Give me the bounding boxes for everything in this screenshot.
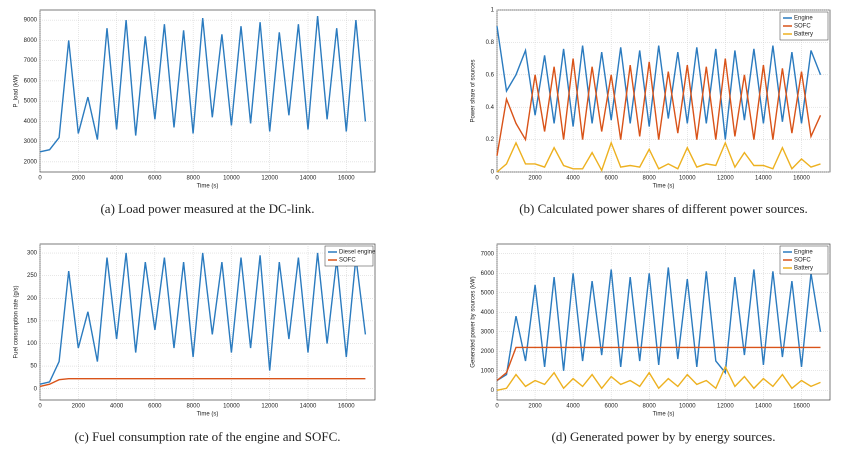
y-tick-label: 3000 [481,329,495,335]
legend-box [324,245,374,267]
legend-label: Battery [794,266,813,272]
y-tick-label: 2000 [481,349,495,355]
series-line [496,26,822,140]
x-tick-label: 16000 [338,404,355,410]
legend-label: Engine [794,250,813,256]
y-tick-label: 0.6 [486,72,495,78]
x-tick-label: 12000 [261,404,278,410]
x-axis-label: Time (s) [653,184,675,190]
x-tick-label: 16000 [793,404,810,410]
series-line [39,16,367,153]
y-tick-label: 7000 [24,58,38,64]
y-tick-label: 6000 [24,78,38,84]
y-tick-label: 1000 [481,368,495,374]
series-line [496,140,821,173]
y-tick-label: 1 [491,8,495,14]
y-tick-label: 200 [27,296,38,302]
y-axis-label: P_load (kW) [14,74,20,107]
x-tick-label: 6000 [148,404,162,410]
caption: (a) Load power measured at the DC-link. [100,201,314,216]
x-tick-label: 4000 [566,404,580,410]
y-tick-label: 9000 [24,18,38,24]
x-tick-label: 14000 [755,176,772,182]
legend-label: SOFC [339,258,356,264]
y-tick-label: 0.4 [486,105,495,111]
y-tick-label: 0 [491,170,495,176]
x-tick-label: 8000 [186,176,200,182]
x-tick-label: 4000 [110,404,124,410]
y-axis-label: Fuel consumption rate (g/s) [14,285,20,358]
y-tick-label: 7000 [481,251,495,257]
x-tick-label: 6000 [604,176,618,182]
x-tick-label: 10000 [223,176,240,182]
y-tick-label: 6000 [481,271,495,277]
x-tick-label: 10000 [679,404,696,410]
series-line [496,346,821,382]
y-tick-label: 4000 [481,310,495,316]
y-tick-label: 100 [27,341,38,347]
y-tick-label: 0.8 [486,40,495,46]
series-line [496,58,822,156]
x-tick-label: 2000 [72,404,86,410]
x-tick-label: 0 [495,176,499,182]
x-tick-label: 12000 [717,176,734,182]
x-tick-label: 0 [38,176,42,182]
caption: (d) Generated power by by energy sources… [552,429,776,444]
x-tick-label: 4000 [566,176,580,182]
y-tick-label: 0.2 [486,137,495,143]
x-tick-label: 10000 [679,176,696,182]
y-axis-label: Generated power by sources (kW) [471,276,477,367]
y-tick-label: 150 [27,318,38,324]
y-tick-label: 300 [27,251,38,257]
series-line [496,365,821,391]
x-axis-label: Time (s) [197,412,219,418]
y-tick-label: 8000 [24,38,38,44]
x-tick-label: 14000 [755,404,772,410]
x-tick-label: 12000 [717,404,734,410]
x-tick-label: 6000 [148,176,162,182]
series-line [496,267,822,382]
x-tick-label: 2000 [528,176,542,182]
legend-label: Engine [794,16,813,22]
x-tick-label: 2000 [528,404,542,410]
legend-label: SOFC [794,24,811,30]
y-tick-label: 2000 [24,159,38,165]
x-tick-label: 16000 [793,176,810,182]
series-line [39,252,367,385]
caption: (b) Calculated power shares of different… [519,201,808,216]
x-tick-label: 0 [38,404,42,410]
x-axis-label: Time (s) [197,184,219,190]
x-tick-label: 16000 [338,176,355,182]
series-line [39,378,366,388]
x-tick-label: 12000 [261,176,278,182]
y-tick-label: 0 [34,386,38,392]
x-tick-label: 10000 [223,404,240,410]
x-axis-label: Time (s) [653,412,675,418]
x-tick-label: 8000 [643,176,657,182]
caption: (c) Fuel consumption rate of the engine … [74,429,340,444]
y-tick-label: 4000 [24,119,38,125]
x-tick-label: 4000 [110,176,124,182]
y-tick-label: 50 [30,364,37,370]
legend-label: Battery [794,32,813,38]
x-tick-label: 14000 [300,176,317,182]
x-tick-label: 8000 [186,404,200,410]
x-tick-label: 14000 [300,404,317,410]
y-axis-label: Power share of sources [471,59,477,122]
y-tick-label: 250 [27,273,38,279]
x-tick-label: 0 [495,404,499,410]
y-tick-label: 3000 [24,139,38,145]
legend-label: Diesel engine [339,250,376,256]
legend-label: SOFC [794,258,811,264]
y-tick-label: 5000 [24,99,38,105]
x-tick-label: 2000 [72,176,86,182]
y-tick-label: 0 [491,388,495,394]
x-tick-label: 8000 [643,404,657,410]
y-tick-label: 5000 [481,290,495,296]
x-tick-label: 6000 [604,404,618,410]
